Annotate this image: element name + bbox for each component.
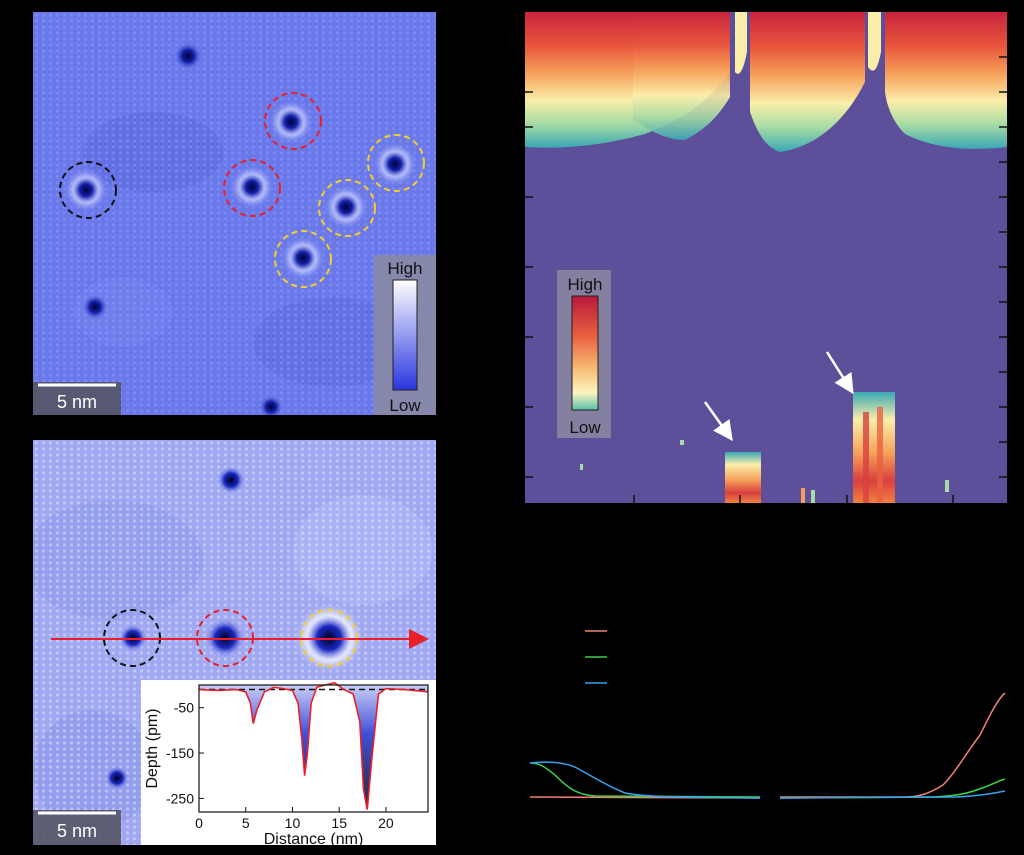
- scale-bar-box: [33, 382, 121, 415]
- depth-profile-line: [198, 681, 429, 810]
- defect: [289, 244, 317, 272]
- y-tick-label: -150: [166, 745, 194, 761]
- spectral-map-panel: High Low: [525, 12, 1007, 503]
- x-axis-label: Distance (nm): [264, 831, 364, 845]
- arrow-annotation: [825, 351, 854, 395]
- yellow-dashed-circle: [274, 230, 332, 288]
- black-dashed-circle: [59, 161, 117, 219]
- defect: [174, 42, 202, 70]
- colorbar-low-label: Low: [389, 396, 421, 415]
- defect: [259, 395, 283, 415]
- x-tick-label: 0: [195, 815, 203, 831]
- defect: [381, 150, 409, 178]
- y-tick-label: -50: [174, 700, 194, 716]
- feature-lower-left: [725, 452, 761, 503]
- trace-blue-right: [779, 790, 1006, 799]
- depth-profile-chart: 0 5 10 15 20 -50 -150 -250 Distance (nm) Depth (p…: [144, 681, 429, 845]
- band-upper-right: [885, 12, 1007, 149]
- defect: [82, 294, 108, 320]
- stm-image-a: High Low 5 nm: [33, 12, 436, 415]
- spectra-panel: [525, 585, 1007, 815]
- spectral-map: High Low: [525, 12, 1007, 503]
- defect: [238, 173, 266, 201]
- x-tick-label: 5: [242, 815, 250, 831]
- colorbar-high-label: High: [568, 275, 603, 294]
- colorbar-gradient: [571, 295, 599, 411]
- defect: [105, 766, 129, 790]
- arrow-annotation: [703, 401, 733, 442]
- band-upper-middle: [750, 12, 865, 152]
- yellow-dashed-circle: [367, 134, 425, 192]
- y-tick-label: -250: [166, 790, 194, 806]
- defect: [72, 176, 100, 204]
- inset-background: [141, 680, 436, 845]
- stm-image-panel-b: 5 nm 0 5 10 15 20 -50 -150 -250 Distance (nm) Dep…: [33, 440, 436, 845]
- x-tick-label: 20: [378, 815, 394, 831]
- trace-blue-left: [529, 761, 761, 799]
- defect: [277, 108, 305, 136]
- stm-image-panel-a: High Low 5 nm: [33, 12, 436, 415]
- stm-image-b: 5 nm 0 5 10 15 20 -50 -150 -250 Distance (nm) Dep…: [33, 440, 436, 845]
- scale-bar-box: [33, 810, 121, 845]
- scale-bar-label: 5 nm: [57, 821, 97, 841]
- feature-lower-right: [853, 392, 895, 503]
- trace-red-right: [780, 692, 1006, 798]
- colorbar-gradient: [392, 279, 418, 391]
- yellow-dashed-circle: [318, 179, 376, 237]
- x-tick-label: 15: [331, 815, 347, 831]
- trace-green-left: [529, 762, 761, 798]
- colorbar-high-label: High: [388, 259, 423, 278]
- scale-bar-label: 5 nm: [57, 392, 97, 412]
- depth-profile-inset: 0 5 10 15 20 -50 -150 -250 Distance (nm) Depth (p…: [141, 680, 436, 845]
- colorbar-low-label: Low: [569, 418, 601, 437]
- red-dashed-circle: [264, 92, 322, 150]
- x-tick-label: 10: [285, 815, 301, 831]
- inset-axes-box: [198, 684, 429, 813]
- map-ticks: [525, 56, 1007, 503]
- red-dashed-circle: [223, 159, 281, 217]
- spectra-chart: [525, 585, 1007, 815]
- defect: [332, 193, 360, 221]
- depth-area: [199, 682, 428, 810]
- legend: [585, 630, 607, 684]
- defect: [217, 466, 245, 494]
- y-axis-label: Depth (pm): [144, 708, 161, 788]
